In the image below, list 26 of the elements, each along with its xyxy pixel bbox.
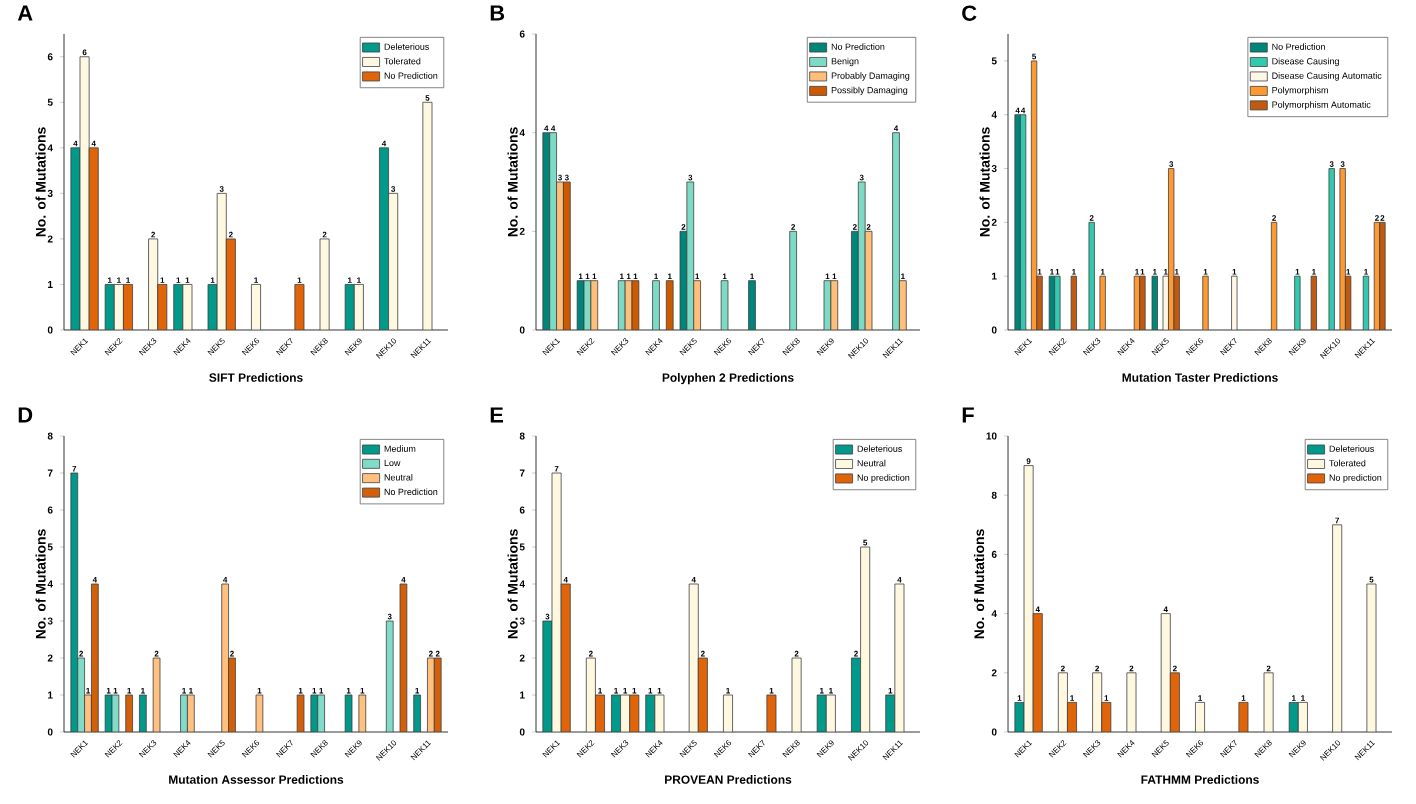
chart-title: C	[962, 5, 977, 21]
bar	[631, 280, 640, 330]
bar	[789, 230, 797, 330]
bar	[830, 280, 839, 330]
bar	[576, 280, 585, 330]
chart-title: E	[490, 407, 504, 423]
bar	[1379, 221, 1386, 330]
bar	[563, 181, 571, 330]
bar	[665, 280, 674, 330]
bar	[624, 280, 633, 330]
chart-title: B	[490, 5, 505, 21]
bar	[1151, 275, 1158, 330]
bar	[549, 132, 557, 330]
bar	[823, 280, 832, 330]
chart-title: F	[962, 407, 974, 423]
bar	[720, 280, 729, 330]
bar	[857, 181, 866, 330]
chart-title: D	[18, 407, 33, 423]
bar	[686, 181, 695, 330]
bar	[892, 132, 900, 330]
chart-title: A	[17, 5, 33, 21]
bar	[542, 132, 551, 330]
bar	[590, 280, 599, 330]
bar	[748, 280, 756, 330]
bar	[652, 280, 660, 330]
bar	[583, 280, 592, 330]
